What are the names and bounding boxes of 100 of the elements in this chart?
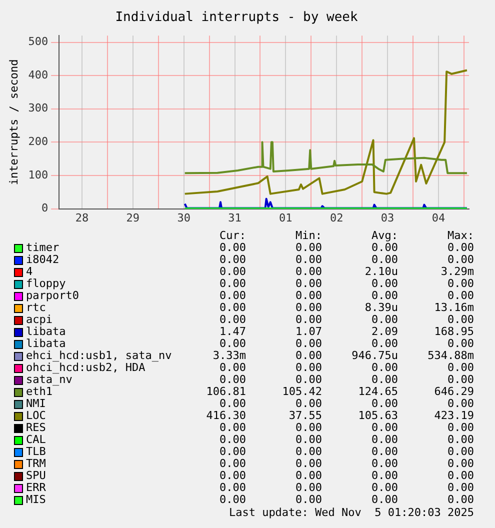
- legend-label: libata: [26, 325, 66, 338]
- text: 0.00: [220, 373, 246, 386]
- text: 1.07: [296, 325, 322, 338]
- text: 0.00: [448, 445, 474, 458]
- text: 0.00: [372, 469, 398, 482]
- x-tick-label: 30: [177, 211, 190, 224]
- text: 0.00: [220, 313, 246, 326]
- text: 0.00: [372, 337, 398, 350]
- text: 0.00: [372, 397, 398, 410]
- legend-label: timer: [26, 241, 60, 254]
- text: 0.00: [296, 457, 322, 470]
- text: 0.00: [296, 337, 322, 350]
- text: Cur:: [220, 229, 246, 242]
- text: 0.00: [296, 397, 322, 410]
- chart-title: Individual interrupts - by week: [115, 10, 358, 26]
- text: 0.00: [372, 433, 398, 446]
- text: 0.00: [220, 457, 246, 470]
- legend-label: 4: [26, 265, 33, 278]
- legend-label: NMI: [26, 397, 46, 410]
- text: 0.00: [296, 241, 322, 254]
- text: 0.00: [448, 493, 474, 506]
- text: 105.63: [358, 409, 398, 422]
- text: 0.00: [372, 241, 398, 254]
- legend-label: ohci_hcd:usb2, HDA: [26, 361, 146, 374]
- legend-label: SPU: [26, 469, 46, 482]
- text: 0.00: [296, 481, 322, 494]
- text: 0.00: [448, 313, 474, 326]
- text: 0.00: [220, 433, 246, 446]
- y-axis-title: interrupts / second: [7, 59, 20, 186]
- x-tick-label: 29: [126, 211, 140, 224]
- text: 0.00: [296, 265, 322, 278]
- text: 0.00: [372, 373, 398, 386]
- text: 0.00: [296, 313, 322, 326]
- text: 0.00: [448, 253, 474, 266]
- legend-label: ERR: [26, 481, 46, 494]
- x-tick-label: 28: [75, 211, 89, 224]
- x-tick-label: 31: [228, 211, 242, 224]
- text: 0.00: [220, 493, 246, 506]
- x-tick-label: 01: [279, 211, 292, 224]
- text: 0.00: [220, 277, 246, 290]
- text: 0.00: [220, 481, 246, 494]
- x-tick-label: 03: [380, 211, 394, 224]
- text: 0.00: [220, 397, 246, 410]
- text: 946.75u: [352, 349, 398, 362]
- text: 0.00: [372, 253, 398, 266]
- text: 168.95: [434, 325, 474, 338]
- legend-label: ehci_hcd:usb1, sata_nv: [26, 349, 172, 362]
- text: 416.30: [206, 409, 246, 422]
- text: 13.16m: [434, 301, 474, 314]
- text: 0.00: [296, 421, 322, 434]
- legend-label: MIS: [26, 493, 46, 506]
- text: 0.00: [372, 313, 398, 326]
- text: 0.00: [372, 457, 398, 470]
- text: 0.00: [372, 277, 398, 290]
- text: 106.81: [206, 385, 246, 398]
- text: 0.00: [296, 361, 322, 374]
- text: 0.00: [448, 397, 474, 410]
- text: 0.00: [220, 445, 246, 458]
- legend-label: sata_nv: [26, 373, 72, 386]
- text: 0.00: [448, 361, 474, 374]
- text: 0.00: [372, 481, 398, 494]
- text: 0.00: [448, 277, 474, 290]
- text: 2.10u: [364, 265, 398, 278]
- text: 0.00: [372, 493, 398, 506]
- y-tick-label: 0: [41, 202, 48, 215]
- text: 0.00: [448, 481, 474, 494]
- legend-label: RES: [26, 421, 46, 434]
- text: 0.00: [448, 289, 474, 302]
- legend-label: TLB: [26, 445, 46, 458]
- y-tick-label: 300: [28, 102, 48, 115]
- legend-label: acpi: [26, 313, 52, 326]
- text: Last update: Wed Nov 5 01:20:03 2025: [228, 506, 474, 519]
- x-tick-label: 04: [432, 211, 446, 224]
- text: 0.00: [296, 289, 322, 302]
- y-tick-label: 500: [28, 35, 48, 48]
- text: 534.88m: [428, 349, 474, 362]
- text: 0.00: [220, 469, 246, 482]
- text: 3.33m: [212, 349, 246, 362]
- legend-label: TRM: [26, 457, 46, 470]
- text: 0.00: [296, 469, 322, 482]
- text: 0.00: [220, 301, 246, 314]
- legend-label: libata: [26, 337, 66, 350]
- legend-label: rtc: [26, 301, 46, 314]
- y-tick-label: 100: [28, 168, 48, 182]
- text: 0.00: [372, 445, 398, 458]
- text: 124.65: [358, 385, 398, 398]
- text: 0.00: [296, 445, 322, 458]
- text: 0.00: [296, 373, 322, 386]
- y-tick-label: 200: [28, 135, 48, 148]
- text: Min:: [296, 229, 322, 242]
- text: 0.00: [220, 289, 246, 302]
- text: 0.00: [296, 493, 322, 506]
- text: 0.00: [220, 361, 246, 374]
- text: 0.00: [296, 349, 322, 362]
- x-tick-label: 02: [330, 211, 344, 224]
- text: 0.00: [448, 337, 474, 350]
- legend-label: CAL: [26, 433, 46, 446]
- text: 0.00: [372, 361, 398, 374]
- text: 37.55: [288, 409, 322, 422]
- text: 646.29: [434, 385, 474, 398]
